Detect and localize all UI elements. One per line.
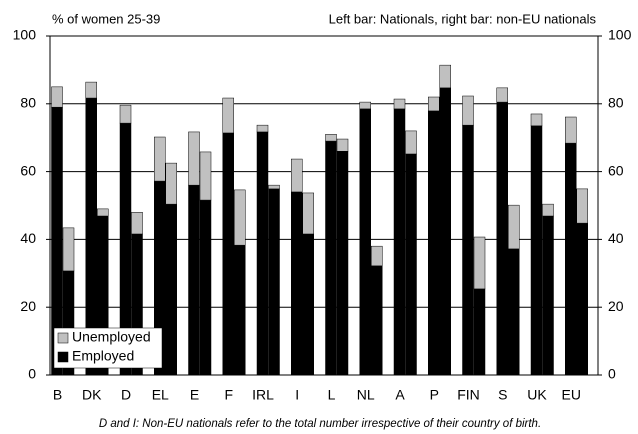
bar-segment [439,87,451,376]
y2-tick-label: 0 [608,366,616,382]
bar-segment [188,184,200,376]
bar-segment [462,124,474,376]
bar-segment [268,184,280,190]
x-tick-label: S [498,387,507,403]
bar-segment [508,204,520,250]
bar-segment [439,64,451,89]
bar-segment [234,189,246,246]
legend-swatch [57,351,69,363]
bar-segment [62,227,75,272]
bar-segment [542,215,554,376]
bar-segment [325,134,337,142]
footnote: D and I: Non-EU nationals refer to the t… [99,418,541,430]
x-tick-label: L [328,387,336,403]
bar-segment [165,203,177,376]
bar-segment [359,108,371,376]
bar-segment [359,101,371,110]
x-tick-label: IRL [252,387,274,403]
bar-segment [154,136,166,182]
bar-segment [530,113,543,127]
bar-segment [188,131,200,186]
x-tick-label: NL [357,387,375,403]
y-tick-label: 0 [28,366,36,382]
bar-segment [393,108,406,376]
bar-segment [565,142,577,376]
x-tick-label: I [295,387,299,403]
chart-subtitle: Left bar: Nationals, right bar: non-EU n… [329,11,597,26]
bar-segment [268,188,280,376]
y-tick-label: 100 [13,27,37,43]
bar-segment [530,125,543,376]
bar-segment [131,212,143,235]
y-tick-label: 20 [20,298,36,314]
bar-segment [473,236,486,290]
bar-segment [393,98,406,110]
x-tick-label: P [430,387,439,403]
x-tick-label: EL [152,387,169,403]
bar-segment [496,101,508,376]
bar-segment [565,116,577,144]
x-tick-label: B [53,387,62,403]
bar-segment [234,244,246,376]
bar-segment [462,95,474,126]
bar-segment [542,203,554,217]
x-tick-label: EU [562,387,581,403]
bar-segment [473,288,486,376]
bar-segment [428,96,440,112]
legend-box [53,327,163,369]
bar-segment [165,162,177,205]
chart-title: % of women 25-39 [52,11,160,26]
bar-segment [256,131,269,376]
y-tick-label: 60 [20,162,36,178]
bar-segment [325,140,337,376]
bar-segment [199,199,212,376]
bar-segment [291,158,303,193]
bar-segment [222,97,234,134]
x-tick-label: F [224,387,233,403]
bar-segment [119,104,132,124]
y2-tick-label: 100 [608,27,632,43]
y2-tick-label: 40 [608,230,624,246]
bar-segment [51,86,63,108]
bar-segment [97,208,109,217]
bar-segment [222,132,234,376]
bar-segment [405,130,417,155]
bar-segment [336,151,349,376]
y-tick-label: 80 [20,95,36,111]
x-tick-label: D [121,387,131,403]
bar-segment [405,153,417,376]
bar-segment [371,245,383,267]
x-tick-label: A [395,387,405,403]
y2-tick-label: 80 [608,95,624,111]
bar-segment [576,188,588,224]
x-tick-label: FIN [457,387,480,403]
bar-segment [85,81,97,99]
legend-label: Unemployed [72,329,151,345]
y2-tick-label: 60 [608,162,624,178]
y-tick-label: 40 [20,230,36,246]
bar-segment [302,192,314,235]
bar-segment [302,233,314,376]
bar-segment [371,265,383,376]
bar-segment [291,191,303,376]
x-tick-label: UK [527,387,547,403]
bar-segment [576,222,588,376]
legend-label: Employed [72,348,134,364]
y2-tick-label: 20 [608,298,624,314]
bar-segment [336,138,349,152]
bar-segment [428,110,440,376]
x-tick-label: DK [82,387,102,403]
bar-segment [496,87,508,103]
bar-segment [256,124,269,133]
legend-swatch [57,332,69,344]
bar-segment [199,151,212,201]
x-tick-label: E [190,387,199,403]
bar-segment [508,248,520,376]
